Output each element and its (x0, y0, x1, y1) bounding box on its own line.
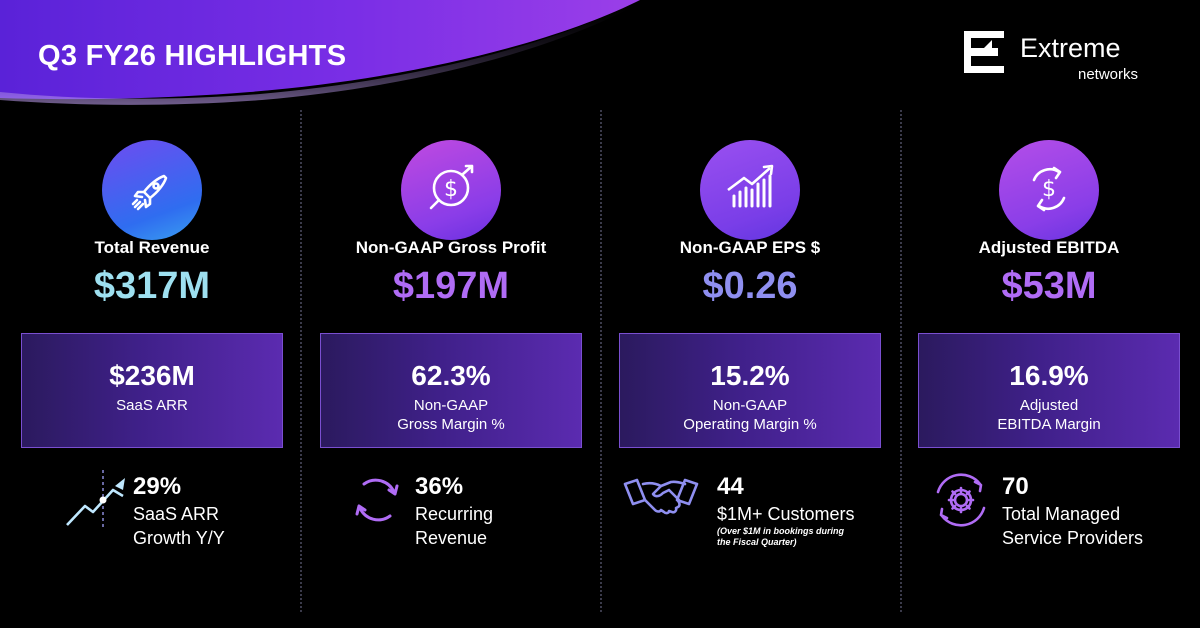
box-value: 62.3% (411, 360, 491, 391)
metric-label: Adjusted EBITDA (978, 238, 1120, 257)
stat-label-line: Total Managed (1002, 504, 1121, 524)
revenue-icon-badge (102, 140, 202, 240)
header-banner (0, 0, 645, 105)
metric-label: Non-GAAP Gross Profit (355, 238, 547, 257)
stat-value: 44 (717, 473, 744, 500)
extreme-e-logo-icon (964, 31, 1004, 73)
stat-block: 29% SaaS ARR Growth Y/Y (133, 472, 283, 550)
stat-note-line: (Over $1M in bookings during (717, 526, 845, 536)
box-sub-line: Gross Margin % (397, 416, 505, 433)
box-value: $236M (109, 360, 195, 391)
stat-value: 29% (133, 473, 182, 500)
logo-wordmark: Extreme (1020, 33, 1121, 63)
metric-column-revenue: Total Revenue $317M $236M SaaS ARR 29% S… (21, 0, 283, 628)
stat-block: 70 Total Managed Service Providers (1002, 472, 1180, 550)
metric-value: $0.26 (702, 265, 798, 307)
metric-value: $197M (392, 265, 510, 307)
svg-text:$: $ (444, 177, 458, 202)
metric-box: 15.2% Non-GAAP Operating Margin % (619, 333, 881, 448)
stat-label-line: Recurring (415, 504, 494, 524)
extreme-networks-logo: Extreme networks (962, 31, 1172, 87)
box-sublabel: Non-GAAP Gross Margin % (321, 396, 581, 434)
stat-block: 36% Recurring Revenue (415, 472, 565, 550)
stat-value: 36% (415, 473, 464, 500)
box-sublabel: Adjusted EBITDA Margin (919, 396, 1179, 434)
box-value: 16.9% (1009, 360, 1089, 391)
metric-column-eps: Non-GAAP EPS $ $0.26 15.2% Non-GAAP Oper… (619, 0, 881, 628)
metric-label: Total Revenue (94, 238, 210, 257)
box-sub-line: Operating Margin % (683, 416, 817, 433)
metric-column-gross-profit: $ Non-GAAP Gross Profit $197M 62.3% Non-… (320, 0, 582, 628)
eps-icon-badge (700, 140, 800, 240)
ebitda-icon-badge: $ (999, 140, 1099, 240)
metric-box: 62.3% Non-GAAP Gross Margin % (320, 333, 582, 448)
metric-box: $236M SaaS ARR (21, 333, 283, 448)
page-title: Q3 FY26 HIGHLIGHTS (38, 40, 347, 72)
stat-note-line: the Fiscal Quarter) (717, 537, 797, 547)
box-sublabel: Non-GAAP Operating Margin % (620, 396, 880, 434)
stat-block: 44 $1M+ Customers (Over $1M in bookings … (717, 472, 881, 548)
metric-value: $317M (93, 265, 211, 307)
stat-label-line: Service Providers (1002, 528, 1144, 548)
gear-cycle-icon (926, 470, 996, 530)
stat-value: 70 (1002, 473, 1029, 500)
recurring-arrows-icon (342, 470, 412, 530)
box-sub-line: Non-GAAP (712, 397, 788, 414)
stat-label-line: $1M+ Customers (717, 504, 855, 524)
metric-box: 16.9% Adjusted EBITDA Margin (918, 333, 1180, 448)
dollar-circle-icon: $ (429, 164, 474, 210)
column-divider (600, 110, 602, 612)
stat-label-line: Revenue (415, 528, 488, 548)
box-sub-line: EBITDA Margin (997, 416, 1101, 433)
column-divider (900, 110, 902, 612)
svg-text:$: $ (1042, 177, 1056, 202)
column-divider (300, 110, 302, 612)
bar-chart-icon (727, 164, 774, 208)
box-sub-line: Non-GAAP (413, 397, 489, 414)
stat-label-line: SaaS ARR (133, 504, 220, 524)
logo-subword: networks (1078, 66, 1139, 83)
box-sub-line: Adjusted (1019, 397, 1079, 414)
rocket-icon (131, 174, 168, 211)
metric-value: $53M (1001, 265, 1097, 307)
box-sublabel: SaaS ARR (22, 396, 282, 415)
metric-label: Non-GAAP EPS $ (679, 238, 821, 257)
stat-label-line: Growth Y/Y (133, 528, 225, 548)
dollar-cycle-icon: $ (1032, 166, 1066, 212)
gross-profit-icon-badge: $ (401, 140, 501, 240)
metric-column-ebitda: $ Adjusted EBITDA $53M 16.9% Adjusted EB… (918, 0, 1180, 628)
growth-chart-icon (65, 470, 135, 530)
box-sub-line: SaaS ARR (116, 397, 188, 414)
box-value: 15.2% (710, 360, 790, 391)
handshake-icon (623, 470, 699, 530)
